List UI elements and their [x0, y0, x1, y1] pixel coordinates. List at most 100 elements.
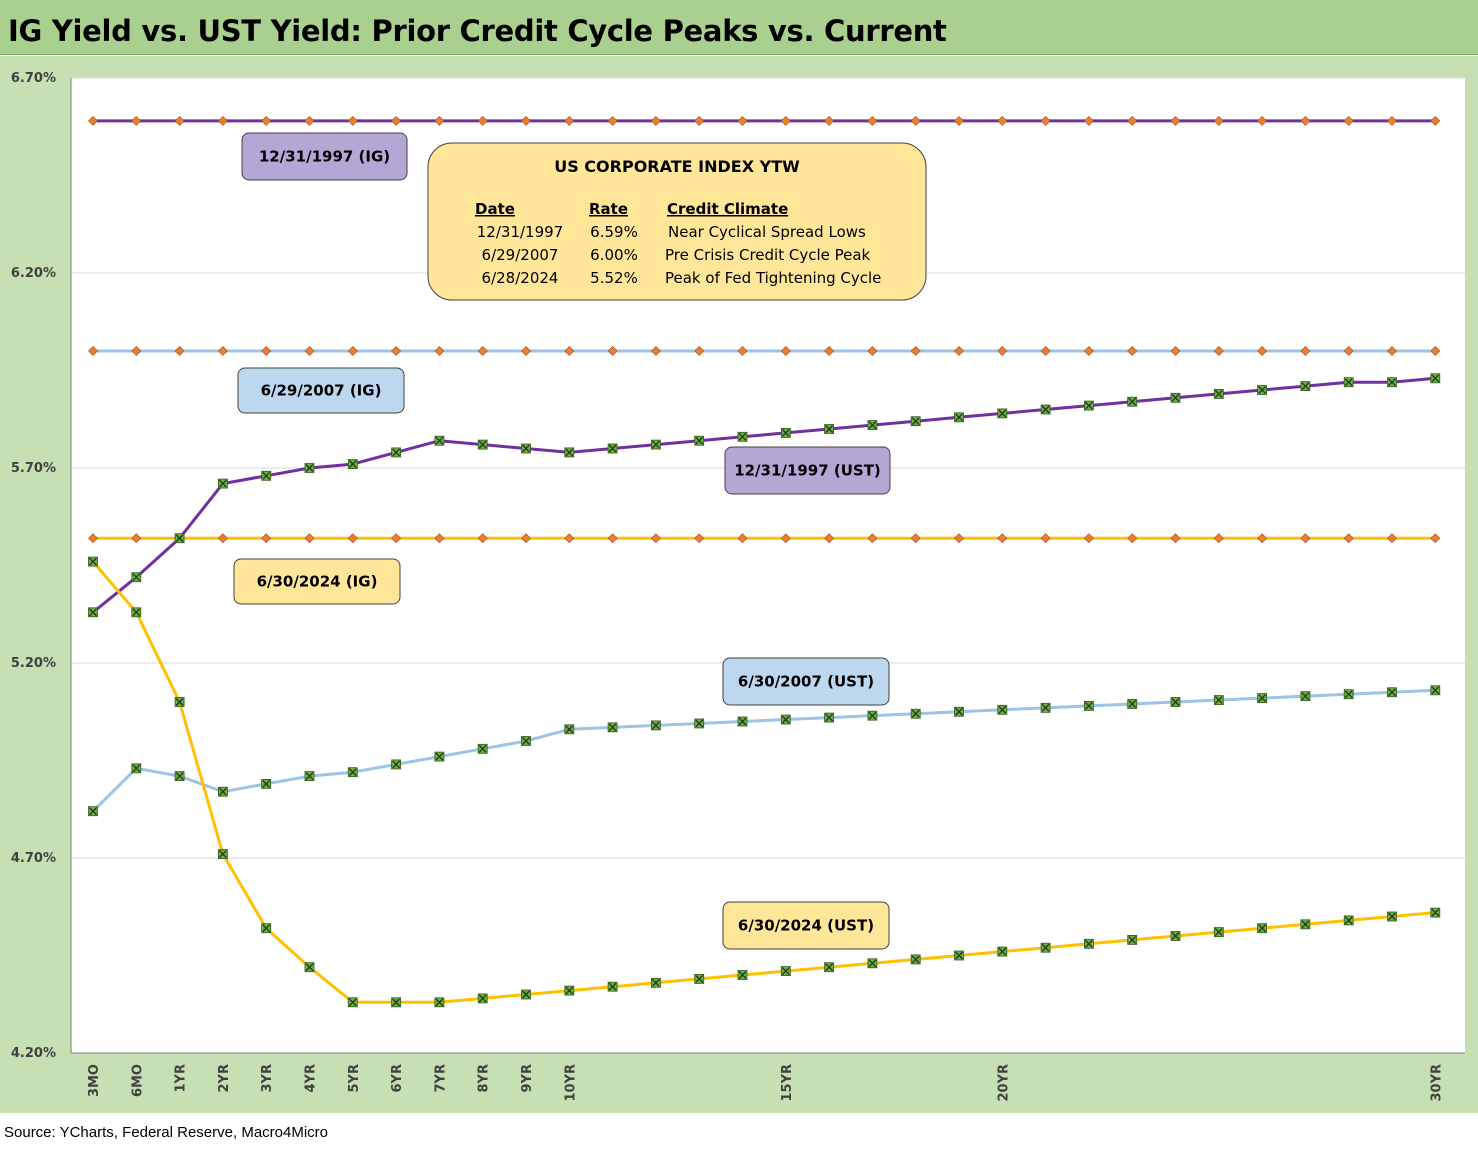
data-point-cross — [89, 807, 97, 816]
data-point — [261, 533, 272, 544]
data-point — [867, 346, 878, 356]
series-line — [92, 376, 1436, 614]
data-point-cross — [1171, 932, 1180, 940]
data-point — [1300, 346, 1311, 356]
data-point — [521, 443, 531, 454]
data-point — [1257, 533, 1268, 544]
data-point — [1257, 385, 1267, 395]
data-point — [217, 533, 228, 544]
data-point-cross — [651, 440, 660, 449]
data-point — [1213, 533, 1224, 544]
data-point — [304, 533, 315, 544]
data-point — [651, 439, 661, 450]
series-label-text: 6/29/2007 (IG) — [261, 382, 382, 400]
data-point — [131, 763, 142, 774]
data-point — [1083, 346, 1094, 356]
data-point — [1040, 404, 1051, 415]
data-point-cross — [955, 951, 963, 960]
chart-svg: 6.70% 6.20% 5.70% 5.20% 4.70% 4.20% 3MO 6MO 1YR 2… — [11, 71, 1465, 1102]
info-box-cell: 12/31/1997 — [477, 223, 563, 241]
data-point-cross — [1344, 916, 1353, 925]
data-point — [954, 706, 964, 717]
data-point — [88, 806, 98, 817]
data-point — [1170, 931, 1181, 941]
data-point — [434, 346, 445, 356]
x-tick-label: 3MO — [87, 1064, 102, 1097]
data-point — [564, 447, 575, 458]
series-line — [91, 560, 1436, 1004]
data-point — [607, 346, 618, 356]
data-point — [347, 115, 358, 126]
data-point — [910, 533, 921, 544]
data-point — [954, 950, 964, 961]
data-point — [910, 346, 921, 356]
data-point-cross — [1301, 692, 1310, 701]
data-point-cross — [1388, 688, 1396, 697]
data-point — [910, 115, 921, 126]
x-tick-label: 6MO — [130, 1064, 145, 1097]
data-point — [1040, 533, 1051, 544]
data-point — [261, 115, 272, 126]
data-point — [347, 997, 358, 1008]
data-point — [88, 346, 98, 356]
data-point-cross — [1041, 943, 1050, 952]
series-label-text: 12/31/1997 (UST) — [734, 462, 881, 480]
data-point — [434, 751, 445, 762]
data-point — [477, 993, 488, 1004]
x-tick-label: 30YR — [1429, 1064, 1444, 1102]
data-point — [1040, 942, 1051, 953]
x-tick-label: 2YR — [217, 1064, 232, 1092]
data-point-cross — [305, 772, 314, 781]
data-point-cross — [392, 760, 401, 769]
data-point — [1084, 701, 1094, 711]
data-point-cross — [998, 409, 1007, 418]
data-point-cross — [175, 772, 184, 781]
data-point — [1343, 346, 1354, 356]
data-point-cross — [478, 994, 487, 1003]
data-point — [650, 115, 661, 126]
data-point — [607, 981, 618, 992]
data-point-cross — [218, 787, 227, 796]
label-box-bg — [722, 901, 890, 950]
data-point — [1213, 927, 1224, 937]
data-point — [824, 533, 835, 544]
series-label-box: 12/31/1997 (UST) — [724, 446, 891, 495]
source-bar: Source: YCharts, Federal Reserve, Macro4… — [0, 1113, 1478, 1150]
data-point-cross — [825, 713, 834, 722]
info-box-cell: Peak of Fed Tightening Cycle — [665, 269, 881, 287]
data-point-cross — [738, 717, 747, 726]
data-point — [780, 966, 791, 976]
info-box: US CORPORATE INDEX YTW Date Rate Credit Cli… — [427, 142, 927, 301]
data-point — [650, 346, 661, 356]
y-tick-label: 4.20% — [11, 1046, 56, 1061]
data-point-cross — [911, 709, 920, 718]
data-point-cross — [218, 479, 227, 488]
data-point-cross — [1388, 378, 1396, 387]
data-point — [1127, 115, 1138, 126]
data-point — [131, 572, 142, 583]
data-point — [737, 533, 748, 544]
data-point — [780, 533, 791, 544]
data-point — [1343, 689, 1354, 700]
data-point-cross — [911, 417, 920, 426]
data-point — [564, 724, 575, 735]
data-point-cross — [348, 768, 357, 777]
data-point — [824, 115, 835, 126]
data-point-cross — [1431, 374, 1440, 383]
data-point — [1430, 115, 1441, 126]
data-point — [824, 712, 834, 723]
data-point — [564, 985, 575, 996]
data-point-cross — [1041, 703, 1050, 712]
series-3 — [88, 373, 1441, 618]
data-point — [217, 115, 228, 126]
data-point — [131, 115, 142, 126]
data-point — [304, 115, 315, 126]
data-point — [1170, 697, 1181, 707]
data-point — [737, 716, 748, 727]
data-point — [1300, 691, 1311, 702]
data-point — [910, 708, 921, 719]
data-point — [1170, 346, 1181, 356]
data-point — [607, 722, 618, 733]
data-point-cross — [435, 998, 444, 1007]
data-point-cross — [1344, 690, 1353, 699]
